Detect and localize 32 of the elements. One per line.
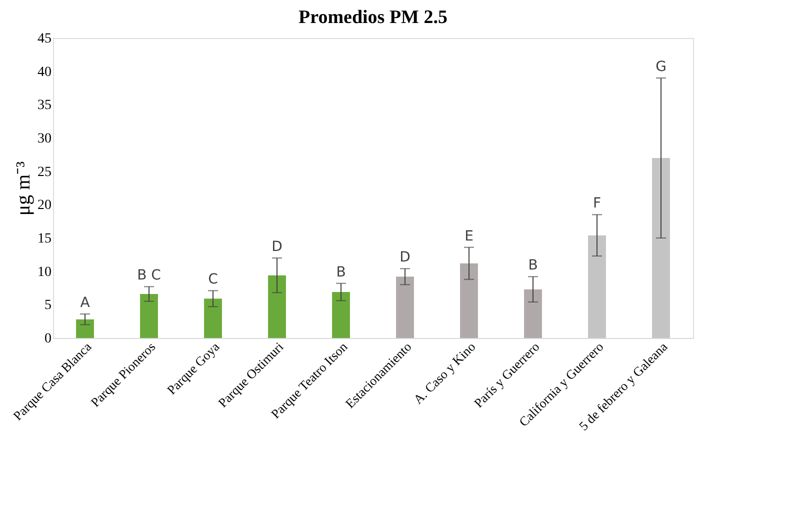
annotation: A xyxy=(80,295,90,311)
chart-title: Promedios PM 2.5 xyxy=(298,7,448,28)
y-tick-label: 20 xyxy=(38,198,52,214)
y-tick-label: 25 xyxy=(38,164,52,180)
annotation: D xyxy=(400,250,410,266)
bar xyxy=(140,294,158,338)
annotation: B xyxy=(336,264,346,280)
bar xyxy=(396,276,414,338)
y-axis-title: μg m⁻³ xyxy=(12,161,34,216)
bar xyxy=(588,235,606,338)
bar xyxy=(332,292,350,338)
annotation: B xyxy=(528,258,538,274)
y-tick-label: 45 xyxy=(38,32,52,46)
bar xyxy=(524,289,542,338)
bar xyxy=(652,158,670,338)
y-tick-label: 35 xyxy=(38,98,52,114)
bar xyxy=(460,263,478,338)
annotation: D xyxy=(272,239,282,255)
bar xyxy=(268,275,286,338)
y-tick-label: 40 xyxy=(38,64,52,80)
y-tick-label: 10 xyxy=(38,264,52,280)
bar xyxy=(204,298,222,338)
annotation: G xyxy=(656,59,666,75)
y-tick-label: 30 xyxy=(38,132,52,146)
bar xyxy=(76,319,94,338)
y-tick-label: 0 xyxy=(44,332,52,346)
y-tick-label: 15 xyxy=(38,232,52,246)
annotation: B C xyxy=(137,268,162,284)
y-tick-label: 5 xyxy=(44,298,52,314)
annotation: C xyxy=(208,272,218,288)
annotation: E xyxy=(464,228,474,244)
annotation: F xyxy=(592,196,602,212)
